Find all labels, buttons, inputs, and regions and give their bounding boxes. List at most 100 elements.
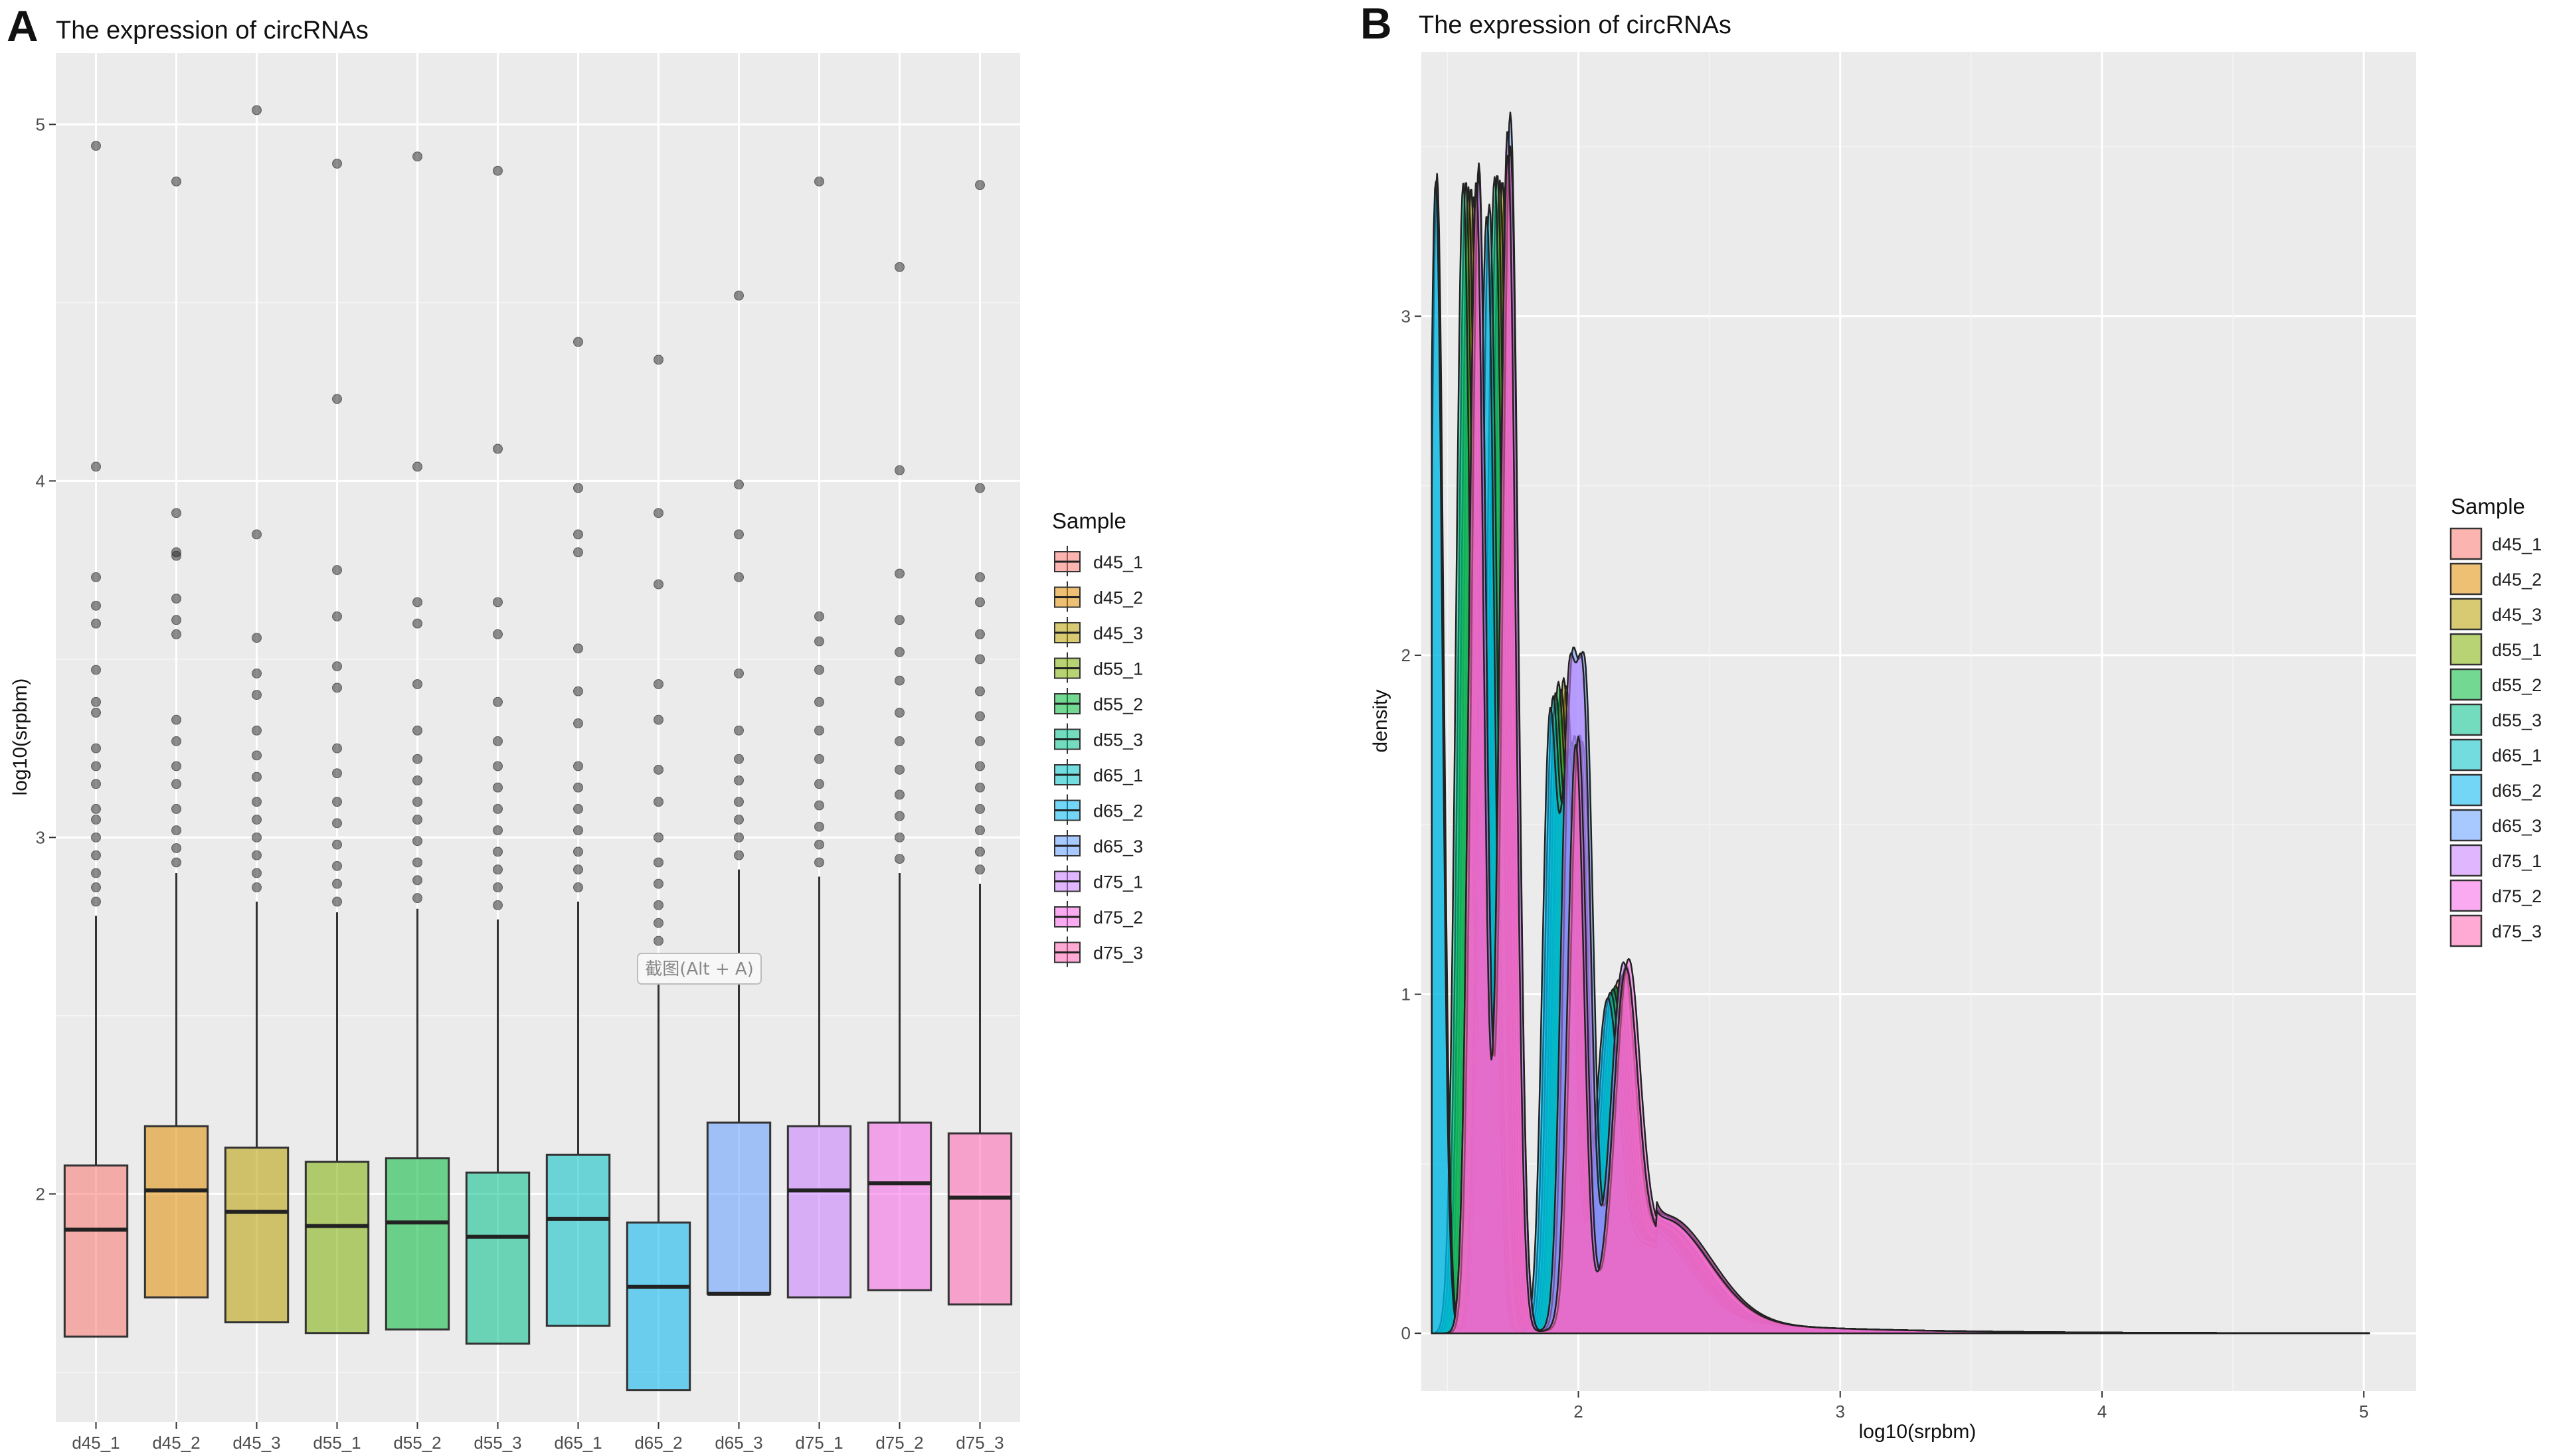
- box-outlier-point: [332, 860, 342, 871]
- panel-b-y-tick-label: 2: [1401, 645, 1411, 665]
- box-outlier-point: [734, 754, 744, 764]
- box-outlier-point: [734, 668, 744, 679]
- legend-a-item-d55_1: d55_1: [1054, 652, 1143, 683]
- box-outlier-point: [171, 615, 181, 625]
- legend-a-label: d55_2: [1093, 694, 1143, 714]
- box-outlier-point: [91, 600, 101, 611]
- box-outlier-point: [252, 797, 262, 807]
- legend-a-item-d75_1: d75_1: [1054, 865, 1143, 896]
- box-outlier-point: [975, 847, 985, 857]
- box-outlier-point: [171, 629, 181, 639]
- box-outlier-point: [654, 832, 663, 843]
- box-outlier-point: [252, 529, 262, 540]
- box-outlier-point: [654, 508, 663, 519]
- box-outlier-point: [493, 864, 503, 875]
- box-outlier-point: [91, 141, 101, 151]
- box-outlier-point: [91, 696, 101, 707]
- box-outlier-point: [734, 529, 744, 540]
- box-d65_2: [626, 355, 691, 1392]
- box-outlier-point: [573, 825, 583, 836]
- box-outlier-point: [895, 647, 905, 657]
- box-outlier-point: [332, 896, 342, 907]
- legend-a-label: d65_3: [1093, 837, 1143, 856]
- box-outlier-point: [814, 779, 824, 789]
- box-outlier-point: [493, 847, 503, 857]
- box-outlier-point: [573, 864, 583, 875]
- legend-b-item-d45_3: d45_3: [2449, 598, 2542, 631]
- box-outlier-point: [332, 661, 342, 672]
- legend-a-label: d65_1: [1093, 766, 1143, 785]
- panel-b-y-axis-title: density: [1369, 689, 1391, 752]
- legend-b-label: d55_2: [2492, 675, 2542, 695]
- legend-b-label: d55_3: [2492, 710, 2542, 730]
- panel-b-letter: B: [1360, 0, 1392, 48]
- box-outlier-point: [573, 547, 583, 558]
- legend-a-item-d65_1: d65_1: [1054, 759, 1143, 789]
- box-outlier-point: [171, 176, 181, 187]
- legend-a-item-d45_2: d45_2: [1054, 581, 1143, 612]
- legend-b-key: [2449, 703, 2483, 736]
- box-outlier-point: [91, 779, 101, 789]
- legend-a-item-d45_1: d45_1: [1054, 546, 1143, 576]
- box-outlier-point: [412, 461, 422, 472]
- box-outlier-point: [91, 868, 101, 878]
- box-outlier-point: [91, 815, 101, 825]
- legend-b-label: d75_2: [2492, 886, 2542, 906]
- box-outlier-point: [895, 811, 905, 821]
- box-outlier-point: [975, 180, 985, 191]
- panel-b-legend-title: Sample: [2451, 494, 2525, 519]
- box-outlier-point: [895, 707, 905, 718]
- box-outlier-point: [734, 725, 744, 736]
- box-outlier-point: [975, 825, 985, 836]
- panel-a-y-tick-label: 3: [36, 827, 45, 847]
- legend-b-label: d55_1: [2492, 640, 2542, 660]
- box-outlier-point: [91, 572, 101, 582]
- panel-b-density-curves: [1431, 112, 2370, 1335]
- box-d75_1: [786, 176, 852, 1299]
- panel-b-x-tick-label: 3: [1836, 1402, 1845, 1421]
- legend-b-key: [2449, 809, 2483, 842]
- legend-a-item-d75_2: d75_2: [1054, 901, 1143, 931]
- box-outlier-point: [91, 461, 101, 472]
- box-outlier-point: [412, 618, 422, 629]
- box-outlier-point: [332, 818, 342, 829]
- panel-b-x-tick-labels: 2 3 4 5: [1573, 1391, 2368, 1421]
- box-outlier-point: [975, 736, 985, 746]
- legend-b-key: [2449, 668, 2483, 701]
- box-outlier-point: [573, 483, 583, 493]
- box-outlier-point: [975, 572, 985, 582]
- box-outlier-point: [573, 761, 583, 771]
- box-d65_3: [706, 290, 772, 1296]
- panel-a-legend: Sample d45_1 d45_2 d45_3 d55_1 d55_2 d55_3 d65…: [1052, 509, 1143, 967]
- box-outlier-point: [171, 736, 181, 746]
- box-outlier-point: [91, 761, 101, 771]
- panel-b-x-tick-label: 4: [2097, 1402, 2107, 1421]
- panel-b-x-tick-label: 2: [1573, 1402, 1583, 1421]
- panel-a-title: The expression of circRNAs: [56, 17, 369, 44]
- legend-b-label: d65_2: [2492, 781, 2542, 801]
- panel-b-x-axis-title: log10(srpbm): [1859, 1421, 1977, 1443]
- box-body: [947, 1132, 1013, 1306]
- legend-b-item-d55_2: d55_2: [2449, 668, 2542, 701]
- legend-b-label: d75_3: [2492, 922, 2542, 941]
- box-outlier-point: [332, 768, 342, 779]
- box-outlier-point: [412, 797, 422, 807]
- legend-b-key: [2449, 738, 2483, 771]
- box-outlier-point: [412, 836, 422, 847]
- legend-b-key: [2449, 633, 2483, 666]
- box-body: [224, 1147, 290, 1324]
- box-body: [143, 1125, 209, 1299]
- legend-a-item-d45_3: d45_3: [1054, 617, 1143, 647]
- legend-b-item-d65_2: d65_2: [2449, 773, 2542, 807]
- panel-a-tooltip: 截图(Alt + A): [637, 953, 762, 985]
- box-outlier-point: [975, 803, 985, 814]
- panel-a-x-tick-label: d55_1: [313, 1433, 361, 1453]
- panel-a-x-tick-label: d65_1: [554, 1433, 602, 1453]
- box-outlier-point: [895, 736, 905, 746]
- panel-b-title: The expression of circRNAs: [1419, 11, 1731, 39]
- legend-b-label: d45_2: [2492, 570, 2542, 590]
- box-d75_2: [867, 262, 932, 1291]
- box-outlier-point: [493, 761, 503, 771]
- legend-a-item-d65_3: d65_3: [1054, 830, 1143, 860]
